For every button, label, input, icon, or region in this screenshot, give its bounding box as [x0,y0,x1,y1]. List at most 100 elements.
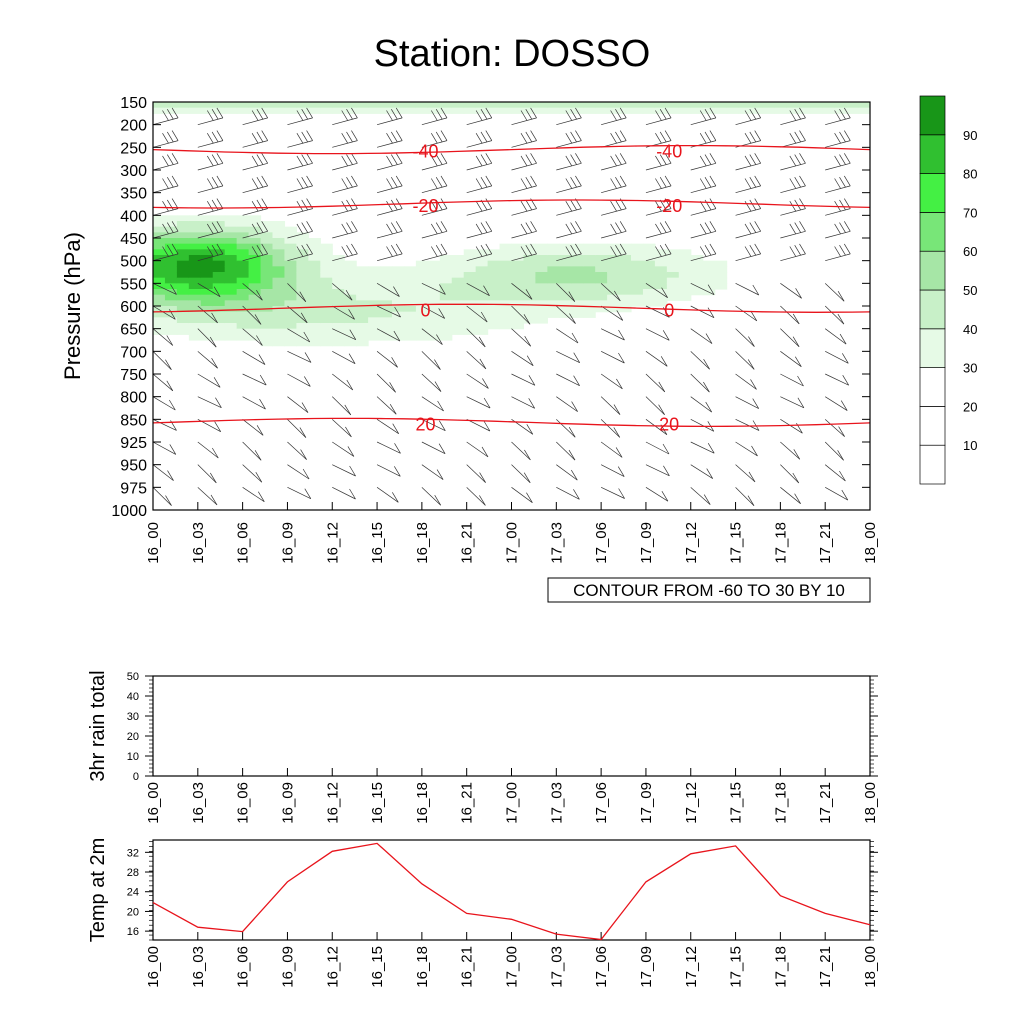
pressure-tick-label: 925 [120,435,147,452]
humidity-cell [619,306,632,313]
humidity-cell [164,272,178,279]
time-tick-label: 17_06 [593,946,610,988]
humidity-cell [236,255,250,262]
humidity-cell [212,221,226,228]
humidity-cell [547,107,560,114]
humidity-cell [451,300,465,307]
wind-barb [197,283,221,298]
humidity-cell [200,306,214,313]
pressure-tick-label: 350 [120,186,147,203]
humidity-cell [380,334,393,341]
wind-barb [645,243,672,262]
wind-barb [825,175,851,194]
time-tick-label: 16_03 [190,522,207,564]
humidity-cell [320,294,333,301]
humidity-cell [212,317,226,324]
humidity-cell [176,238,190,245]
humidity-cell [284,266,297,273]
humidity-cell [176,323,190,330]
humidity-cell [332,294,345,301]
humidity-cell [535,249,548,256]
wind-barb [825,221,851,239]
humidity-cell [153,266,166,273]
humidity-cell [188,249,202,256]
humidity-cell [212,323,226,330]
humidity-cell [439,294,453,301]
humidity-cell [272,107,286,114]
time-tick-label: 17_12 [683,946,700,988]
wind-barb [466,102,469,103]
pressure-tick-label: 975 [120,480,147,497]
humidity-cell [690,277,704,284]
humidity-cell [642,243,656,250]
humidity-cell [559,300,572,307]
time-tick-label: 17_09 [638,522,655,564]
humidity-cell [475,249,489,256]
time-tick-label: 17_15 [728,522,745,564]
humidity-cell [463,317,477,324]
humidity-cell [153,255,166,262]
wind-barb [735,487,755,506]
wind-barb [780,283,802,299]
humidity-cell [176,289,190,296]
humidity-cell [463,283,477,290]
humidity-cell [439,323,453,330]
humidity-cell [248,277,262,284]
humidity-cell [786,102,799,109]
wind-barb [869,260,870,261]
humidity-cell [535,255,548,262]
humidity-cell [320,266,333,273]
wind-barb [780,487,801,504]
humidity-cell [487,277,501,284]
wind-barb [421,419,446,432]
wind-barb [869,396,870,398]
wind-barb [511,175,537,194]
humidity-cell [188,243,202,250]
humidity-cell [607,249,620,256]
humidity-cell [415,311,429,318]
humidity-cell [368,294,381,301]
humidity-cell [176,311,190,318]
humidity-cell [666,272,680,279]
humidity-cell [798,107,811,114]
wind-barb [242,175,269,194]
pressure-axis-label: Pressure (hPa) [60,232,85,380]
humidity-cell [260,323,274,330]
wind-barb [735,351,755,370]
humidity-cell [427,283,441,290]
humidity-cell [308,249,321,256]
humidity-cell [164,255,178,262]
wind-barb [287,221,313,239]
humidity-cell [356,323,369,330]
wind-barb [376,419,400,434]
wind-barb [376,305,401,318]
colorbar-tick-label: 90 [963,128,977,143]
wind-barb [376,373,396,393]
colorbar-swatch [919,444,946,485]
humidity-cell [188,317,202,324]
pressure-tick-label: 650 [120,322,147,339]
wind-barb [421,283,446,295]
humidity-cell [654,272,668,279]
time-tick-label: 16_03 [190,946,207,988]
humidity-cell [463,306,477,313]
humidity-cell [666,255,680,262]
humidity-cell [296,306,309,313]
wind-barb [511,328,532,347]
humidity-cell [439,306,453,313]
humidity-cell [272,226,286,233]
wind-barb [332,221,358,239]
humidity-cell [619,277,632,284]
humidity-cell [415,328,429,335]
humidity-cell [272,243,286,250]
humidity-cell [236,232,250,239]
humidity-cell [260,334,274,341]
wind-barb [556,102,558,103]
humidity-cell [236,266,250,273]
humidity-cell [332,334,345,341]
humidity-cell [415,306,429,313]
humidity-cell [344,306,357,313]
time-tick-label: 17_09 [638,946,655,988]
humidity-cell [236,294,250,301]
humidity-cell [224,221,238,228]
